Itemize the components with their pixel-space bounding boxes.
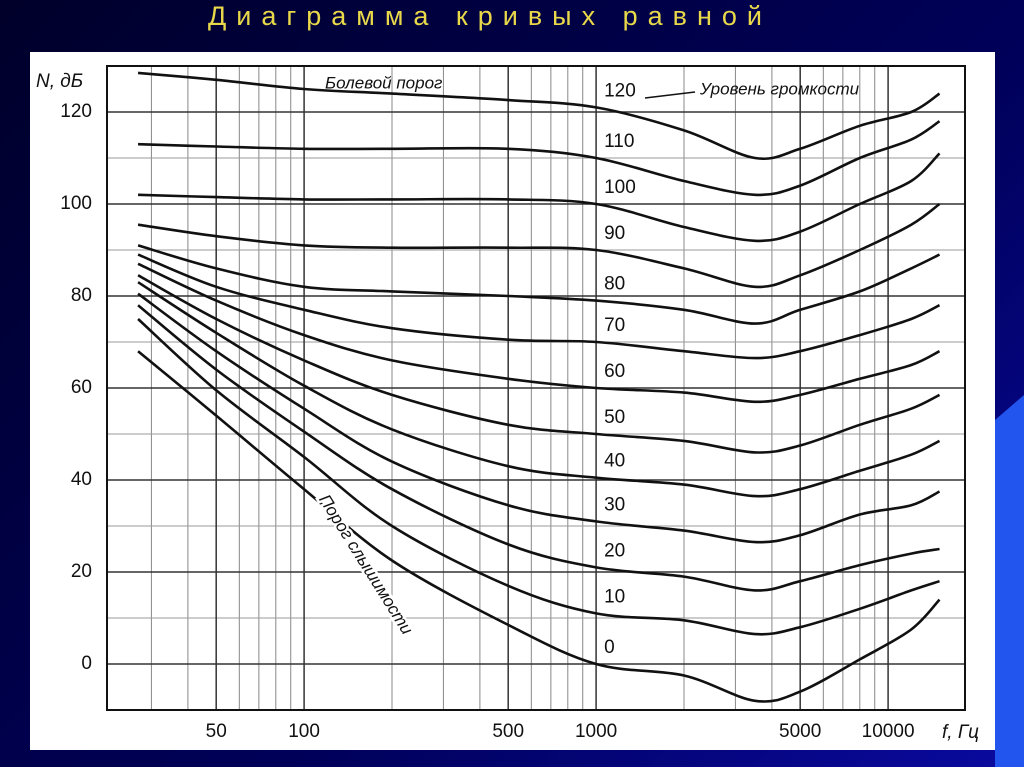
grid [107, 65, 965, 711]
series-label: 110 [604, 131, 634, 152]
series-label: 90 [604, 223, 625, 244]
x-tick-label: 500 [492, 721, 524, 742]
series-label: 100 [604, 177, 636, 198]
y-tick-label: 100 [60, 193, 92, 214]
series-label: 120 [604, 80, 636, 101]
x-tick-label: 50 [206, 721, 227, 742]
y-tick-label: 80 [71, 285, 92, 306]
plot-frame [106, 65, 966, 711]
series-label: 40 [604, 451, 625, 472]
loudness-curve [137, 253, 941, 360]
x-axis-label: f, Гц [942, 722, 979, 743]
leader-line [644, 91, 696, 99]
x-tick-label: 1000 [575, 721, 617, 742]
y-axis-label: N, дБ [36, 71, 83, 92]
x-tick-label: 100 [288, 721, 320, 742]
series-label: 50 [604, 407, 625, 428]
series-label: 70 [604, 315, 625, 336]
series-label: 30 [604, 494, 625, 515]
annotation: Болевой порог [325, 73, 442, 92]
loudness-curve [137, 71, 941, 161]
series-label: 10 [604, 586, 625, 607]
loudness-curve [137, 292, 941, 544]
loudness-curve [138, 152, 941, 243]
labels: 50 100 500 1000 5000 100000204060801001201201… [60, 77, 915, 742]
series-label: 80 [604, 274, 625, 295]
series-label: 0 [604, 637, 615, 658]
loudness-curve [137, 274, 941, 454]
y-tick-label: 20 [71, 561, 92, 582]
loudness-curve [137, 202, 941, 289]
loudness-curve [138, 120, 941, 197]
loudness-curve [137, 262, 941, 404]
loudness-curve [137, 281, 941, 498]
loudness-curve [137, 350, 941, 703]
series-label: 60 [604, 361, 625, 382]
y-tick-label: 40 [71, 469, 92, 490]
loudness-curve [137, 318, 940, 636]
x-tick-label: 5000 [779, 721, 821, 742]
series-label: 20 [604, 540, 625, 561]
panel [30, 52, 995, 750]
curves [137, 71, 941, 703]
y-tick-label: 60 [71, 377, 92, 398]
loudness-curve [137, 244, 941, 325]
decor-shape [995, 395, 1024, 767]
loudness-curve [137, 304, 940, 592]
y-tick-label: 0 [81, 653, 92, 674]
x-tick-label: 10000 [862, 721, 915, 742]
y-tick-label: 120 [60, 101, 92, 122]
annotation: Уровень громкости [699, 79, 860, 98]
